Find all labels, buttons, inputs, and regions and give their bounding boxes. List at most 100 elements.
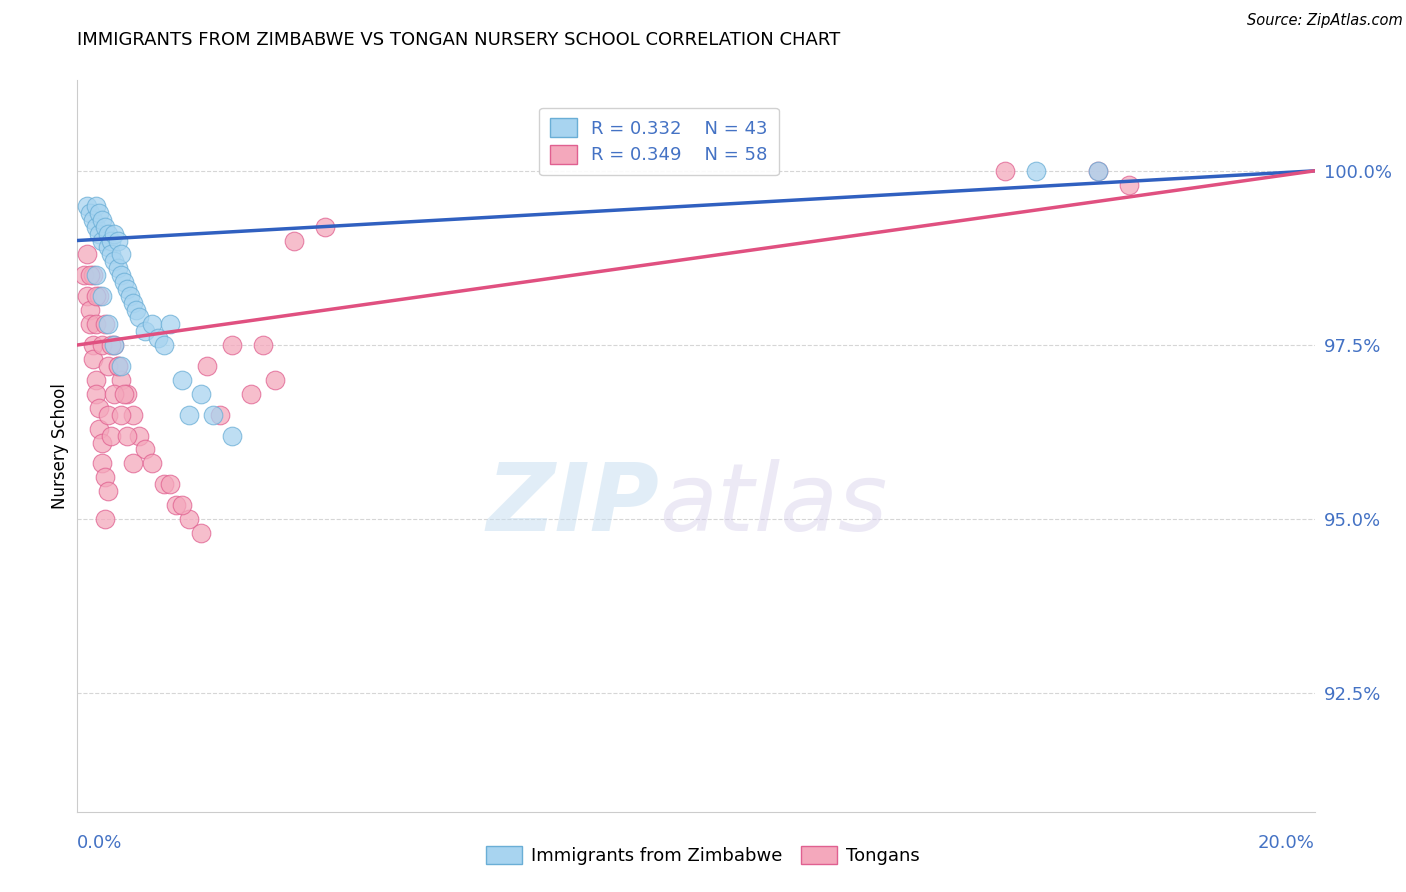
Point (141, 317, 163, 331)
Point (172, 498, 194, 512)
Point (107, 261, 129, 276)
Point (87, 401, 110, 415)
Point (115, 428, 138, 442)
Point (94, 512, 117, 526)
Point (153, 338, 176, 352)
Point (208, 408, 231, 422)
Point (1118, 178, 1140, 192)
Point (100, 247, 122, 261)
Point (100, 234, 122, 248)
Point (91, 234, 114, 248)
Point (79, 268, 101, 283)
Point (84, 289, 107, 303)
Point (1087, 164, 1109, 178)
Point (97, 227, 120, 241)
Point (125, 303, 148, 318)
Point (165, 498, 187, 512)
Point (239, 386, 262, 401)
Point (128, 428, 150, 442)
Point (76, 199, 98, 213)
Point (110, 359, 132, 373)
Point (221, 428, 243, 442)
Point (112, 275, 135, 289)
Point (107, 359, 129, 373)
Point (84, 199, 107, 213)
Point (159, 317, 181, 331)
Point (94, 470, 117, 484)
Legend: Immigrants from Zimbabwe, Tongans: Immigrants from Zimbabwe, Tongans (479, 838, 927, 872)
Point (82, 268, 104, 283)
Point (91, 289, 114, 303)
Point (1087, 164, 1109, 178)
Point (91, 338, 114, 352)
Point (103, 227, 125, 241)
Point (172, 373, 194, 387)
Point (72, 268, 94, 283)
Point (107, 234, 129, 248)
Point (134, 324, 156, 338)
Point (91, 212, 114, 227)
Point (103, 386, 125, 401)
Point (115, 282, 138, 296)
Point (84, 268, 107, 283)
Point (87, 227, 110, 241)
Point (94, 317, 117, 331)
Point (79, 205, 101, 219)
Point (190, 526, 212, 541)
Point (97, 408, 120, 422)
Point (82, 212, 104, 227)
Point (103, 338, 125, 352)
Point (1025, 164, 1047, 178)
Point (110, 247, 132, 261)
Point (87, 205, 110, 219)
Point (283, 234, 305, 248)
Point (97, 317, 120, 331)
Point (97, 359, 120, 373)
Point (159, 477, 181, 491)
Point (87, 421, 110, 435)
Point (84, 317, 107, 331)
Point (103, 338, 125, 352)
Point (76, 289, 98, 303)
Point (110, 268, 132, 283)
Point (82, 338, 104, 352)
Point (146, 331, 169, 345)
Point (190, 386, 212, 401)
Point (195, 359, 218, 373)
Text: 20.0%: 20.0% (1258, 834, 1315, 852)
Point (128, 310, 150, 325)
Point (84, 219, 107, 234)
Point (110, 373, 132, 387)
Y-axis label: Nursery School: Nursery School (51, 383, 69, 509)
Text: atlas: atlas (659, 459, 887, 550)
Point (264, 373, 287, 387)
Text: ZIP: ZIP (486, 458, 659, 550)
Point (82, 351, 104, 366)
Point (94, 219, 117, 234)
Point (118, 289, 141, 303)
Point (107, 359, 129, 373)
Point (100, 428, 122, 442)
Point (91, 435, 114, 450)
Point (91, 457, 114, 471)
Text: 0.0%: 0.0% (77, 834, 122, 852)
Point (994, 164, 1017, 178)
Point (110, 408, 132, 422)
Point (141, 457, 163, 471)
Point (103, 254, 125, 268)
Text: Source: ZipAtlas.com: Source: ZipAtlas.com (1247, 13, 1403, 29)
Point (79, 317, 101, 331)
Point (84, 373, 107, 387)
Point (122, 408, 145, 422)
Point (100, 338, 122, 352)
Point (153, 477, 176, 491)
Point (122, 296, 145, 310)
Point (221, 338, 243, 352)
Point (122, 457, 145, 471)
Point (177, 408, 200, 422)
Point (177, 512, 200, 526)
Point (252, 338, 274, 352)
Point (97, 484, 120, 499)
Point (97, 240, 120, 254)
Point (112, 386, 135, 401)
